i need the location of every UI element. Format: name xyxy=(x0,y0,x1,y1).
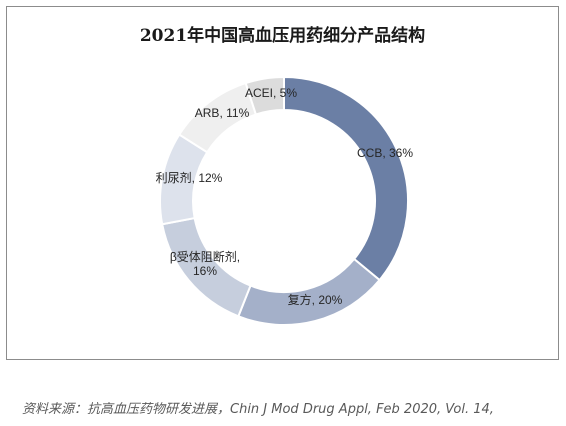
data-label-CCB: CCB, 36% xyxy=(357,146,413,160)
slice-ACEI xyxy=(244,75,285,116)
data-label-ARB: ARB, 11% xyxy=(195,106,250,120)
chart-frame: 2021年中国高血压用药细分产品结构 CCB, 36% 复方, 20% β受体阻断剂… xyxy=(6,6,559,360)
slice-复方 xyxy=(237,257,381,326)
source-note: 资料来源：抗高血压药物研发进展，Chin J Mod Drug Appl, Fe… xyxy=(22,402,494,417)
data-label-利尿剂: 利尿剂, 12% xyxy=(156,170,223,185)
chart-title: 2021年中国高血压用药细分产品结构 xyxy=(139,26,426,46)
slice-CCB xyxy=(283,75,409,282)
data-label-复方: 复方, 20% xyxy=(288,292,343,307)
donut-chart: CCB, 36% 复方, 20% β受体阻断剂, 16% 利尿剂, 12% ARB, 11… xyxy=(156,75,413,326)
data-label-ACEI: ACEI, 5% xyxy=(245,86,297,100)
data-label-β受体阻断剂: β受体阻断剂, 16% xyxy=(170,249,240,278)
